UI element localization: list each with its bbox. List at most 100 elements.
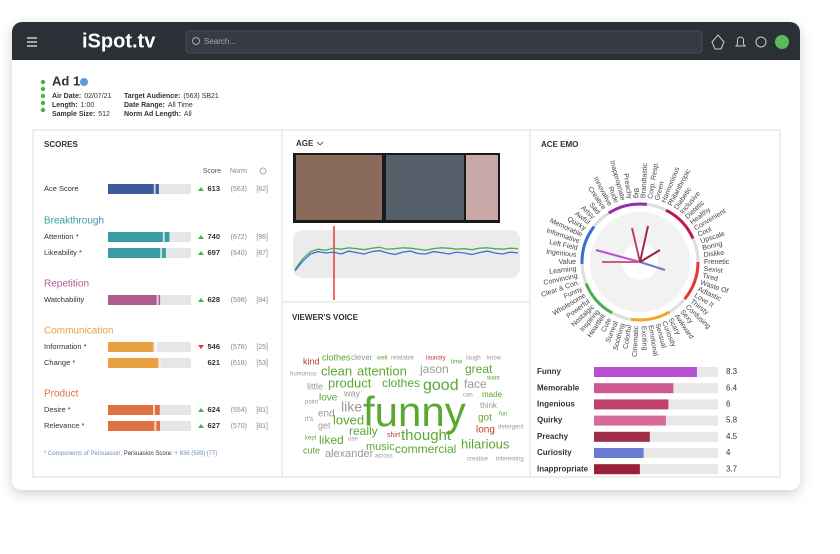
- age-line: [294, 246, 519, 270]
- radial-label: Learning: [549, 266, 577, 276]
- bar-bg: [594, 448, 718, 458]
- menu-icon[interactable]: [27, 37, 37, 47]
- search-box[interactable]: [185, 30, 703, 54]
- cloud-word: use: [348, 437, 358, 443]
- score-bar: [108, 358, 160, 368]
- panels-border: [32, 129, 781, 478]
- detail-value: 512: [98, 111, 110, 118]
- detail-label: Air Date:: [52, 93, 81, 100]
- footnote: * Components of Persuasion; Persuasion S…: [44, 451, 217, 457]
- cloud-word: love: [319, 393, 338, 404]
- detail-label: Date Range:: [124, 102, 165, 109]
- age-dropdown[interactable]: [316, 141, 324, 146]
- cloud-word: across: [375, 454, 393, 460]
- radial-label: Colorful: [623, 324, 634, 349]
- column-header: Score: [203, 168, 221, 175]
- score-bar: [108, 342, 154, 352]
- search-placeholder[interactable]: Search...: [204, 37, 236, 46]
- cloud-word: shirt: [387, 432, 400, 439]
- section-title: Repetition: [44, 279, 89, 290]
- radial-label: Frenetic: [704, 259, 730, 266]
- score-value: 628: [207, 295, 220, 304]
- ad-detail: Air Date: 02/07/21: [52, 93, 112, 100]
- cloud-word: face: [464, 377, 487, 391]
- cloud-word: loved: [333, 412, 364, 427]
- cloud-word: alexander: [325, 448, 374, 460]
- bar-value: 6.4: [726, 383, 738, 392]
- percentile: [82]: [256, 186, 268, 193]
- score-value: 624: [207, 405, 220, 414]
- norm-value: (578): [231, 344, 247, 351]
- bar-value: 8.3: [726, 367, 738, 376]
- cloud-word: clever: [351, 353, 373, 362]
- info-icon[interactable]: [755, 36, 767, 48]
- cloud-word: time: [451, 360, 463, 366]
- norm-marker: [154, 421, 157, 431]
- cloud-word: it's: [305, 416, 314, 423]
- detail-label: Norm Ad Length:: [124, 111, 181, 118]
- logo: iSpot.tv: [82, 30, 156, 52]
- percentile: [96]: [256, 234, 268, 241]
- trend-arrow: [198, 345, 204, 349]
- cloud-word: fun: [499, 412, 507, 418]
- ad-detail: Date Range: All Time: [124, 102, 193, 109]
- radial-label: Sexist: [703, 266, 723, 275]
- panel-title: SCORES: [44, 140, 78, 149]
- cloud-word: made: [482, 390, 503, 399]
- ad-detail: Target Audience: (563) SB21: [124, 93, 219, 100]
- cloud-word: interesting: [496, 457, 524, 463]
- cloud-word: think: [480, 401, 498, 410]
- column-header: Norm: [230, 168, 247, 175]
- bar: [594, 383, 674, 394]
- status-dots: [40, 79, 46, 113]
- norm-marker: [158, 358, 161, 368]
- score-name: Change *: [44, 358, 75, 367]
- bar: [594, 464, 640, 475]
- detail-label: Length:: [52, 102, 78, 109]
- cloud-word: relatable: [391, 356, 415, 362]
- cloud-word: can: [463, 393, 473, 399]
- bell-icon[interactable]: [735, 36, 746, 47]
- section-title: Breakthrough: [44, 216, 104, 227]
- norm-value: (640): [231, 250, 247, 257]
- bar-label: Quirky: [537, 416, 563, 425]
- cloud-word: kept: [305, 436, 317, 442]
- radial-label: Ingenious: [546, 249, 577, 259]
- radial-label: Dislike: [703, 250, 724, 259]
- norm-marker: [156, 295, 159, 305]
- cloud-word: good: [423, 377, 459, 394]
- history-icon[interactable]: [259, 167, 267, 175]
- search-icon: [192, 37, 200, 45]
- radial-label: Exciting: [640, 326, 648, 351]
- norm-value: (598): [231, 297, 247, 304]
- bar-label: Inappropriate: [537, 464, 589, 473]
- star-icon[interactable]: [711, 34, 725, 50]
- bar: [594, 415, 666, 426]
- bar-bg: [594, 431, 718, 442]
- chart-band: [293, 230, 520, 278]
- bar-value: 3.7: [726, 464, 738, 473]
- play-icon[interactable]: [80, 78, 88, 86]
- cloud-word: thought: [401, 427, 452, 444]
- score-name: Watchability: [44, 295, 84, 304]
- percentile: [81]: [256, 407, 268, 414]
- score-name: Attention *: [44, 232, 79, 241]
- detail-value: All Time: [168, 102, 193, 109]
- bar: [594, 431, 650, 442]
- cloud-word: kind: [303, 356, 320, 366]
- cloud-word: know: [487, 356, 502, 362]
- cloud-word: end: [318, 409, 335, 420]
- radial-label: Tired: [702, 273, 719, 283]
- cloud-word: laundry: [426, 356, 446, 362]
- bar: [594, 367, 697, 377]
- norm-marker: [154, 342, 157, 352]
- bar-label: Curiosity: [537, 448, 572, 457]
- cloud-word: music: [366, 441, 395, 453]
- percentile: [53]: [256, 360, 268, 367]
- panel-title: ACE EMO: [541, 140, 578, 149]
- cloud-word: clothes: [322, 352, 351, 362]
- avatar[interactable]: [775, 35, 789, 49]
- ad-title: Ad 1: [52, 73, 80, 88]
- trend-arrow: [198, 424, 204, 428]
